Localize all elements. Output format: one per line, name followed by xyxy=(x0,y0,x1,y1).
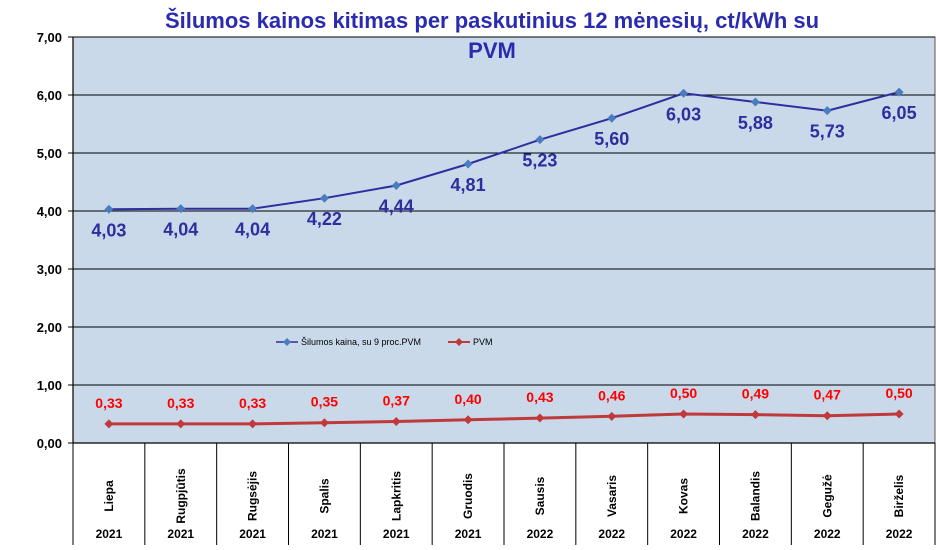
plot-area: 0,00 1,00 2,00 3,00 4,00 5,00 6,00 7,00 Liepa 202… xyxy=(37,30,936,545)
data-point-pvm xyxy=(750,410,760,420)
data-label-main: 4,81 xyxy=(451,175,486,195)
data-label-pvm: 0,43 xyxy=(526,389,553,405)
x-category-label: Liepa xyxy=(102,480,116,512)
data-point-pvm xyxy=(822,411,832,421)
x-year-label: 2022 xyxy=(886,527,913,541)
y-tick-label: 6,00 xyxy=(37,88,62,103)
x-year-label: 2022 xyxy=(742,527,769,541)
legend-marker-pvm xyxy=(455,338,463,346)
y-tick-label: 7,00 xyxy=(37,30,62,45)
data-point-main xyxy=(391,180,401,190)
data-point-pvm xyxy=(319,418,329,428)
y-tick-label: 3,00 xyxy=(37,262,62,277)
x-category-label: Balandis xyxy=(748,471,762,521)
data-point-main xyxy=(894,87,904,97)
data-label-pvm: 0,37 xyxy=(383,393,410,409)
legend-marker-main xyxy=(283,338,291,346)
x-year-label: 2022 xyxy=(670,527,697,541)
y-tick-label: 1,00 xyxy=(37,378,62,393)
data-point-main xyxy=(535,135,545,145)
data-label-main: 4,03 xyxy=(91,220,126,240)
data-label-main: 5,88 xyxy=(738,113,773,133)
x-category-label: Kovas xyxy=(677,478,691,514)
data-label-main: 4,04 xyxy=(235,220,270,240)
data-point-main xyxy=(463,159,473,169)
data-point-main xyxy=(750,97,760,107)
x-category-label: Spalis xyxy=(317,478,331,514)
data-label-main: 4,44 xyxy=(379,196,414,216)
x-year-label: 2022 xyxy=(527,527,554,541)
data-point-main xyxy=(176,204,186,214)
legend-label-main: Šilumos kaina, su 9 proc.PVM xyxy=(301,337,421,347)
x-year-label: 2021 xyxy=(311,527,338,541)
data-point-pvm xyxy=(894,409,904,419)
x-year-label: 2021 xyxy=(455,527,482,541)
chart-title-line2: PVM xyxy=(468,38,516,63)
legend-label-pvm: PVM xyxy=(473,337,493,347)
data-label-main: 6,03 xyxy=(666,104,701,124)
plot-background xyxy=(72,36,936,444)
data-point-main xyxy=(679,88,689,98)
x-category-label: Lapkritis xyxy=(389,471,403,521)
data-point-main xyxy=(607,113,617,123)
x-category-label: Gegužė xyxy=(820,474,834,518)
data-label-main: 5,23 xyxy=(522,151,557,171)
data-point-pvm xyxy=(104,419,114,429)
data-label-main: 6,05 xyxy=(882,103,917,123)
x-category-label: Birželis xyxy=(892,474,906,517)
data-point-main xyxy=(104,204,114,214)
data-label-pvm: 0,49 xyxy=(742,386,769,402)
data-label-pvm: 0,33 xyxy=(95,395,122,411)
data-point-pvm xyxy=(391,417,401,427)
y-tick-label: 2,00 xyxy=(37,320,62,335)
x-category-label: Sausis xyxy=(533,476,547,515)
x-category-label: Rugsėjis xyxy=(246,471,260,521)
data-point-main xyxy=(248,204,258,214)
x-year-label: 2021 xyxy=(383,527,410,541)
data-label-pvm: 0,46 xyxy=(598,387,625,403)
series-line-main xyxy=(108,91,900,211)
y-tick-label: 4,00 xyxy=(37,204,62,219)
data-label-pvm: 0,33 xyxy=(167,395,194,411)
x-year-label: 2021 xyxy=(239,527,266,541)
series-line-pvm xyxy=(108,412,900,426)
y-tick-label: 0,00 xyxy=(37,436,62,451)
x-year-label: 2022 xyxy=(814,527,841,541)
data-label-pvm: 0,40 xyxy=(454,391,481,407)
legend: Šilumos kaina, su 9 proc.PVM PVM xyxy=(276,337,493,347)
x-year-label: 2021 xyxy=(167,527,194,541)
data-label-pvm: 0,47 xyxy=(814,387,841,403)
data-point-main xyxy=(822,106,832,116)
data-point-pvm xyxy=(607,411,617,421)
x-category-label: Vasaris xyxy=(605,475,619,517)
data-label-main: 5,73 xyxy=(810,122,845,142)
data-label-pvm: 0,50 xyxy=(885,385,912,401)
x-year-label: 2021 xyxy=(96,527,123,541)
data-label-pvm: 0,33 xyxy=(239,395,266,411)
data-label-main: 4,22 xyxy=(307,209,342,229)
data-point-pvm xyxy=(176,419,186,429)
chart-title-line1: Šilumos kainos kitimas per paskutinius 1… xyxy=(165,8,819,33)
data-label-pvm: 0,35 xyxy=(311,394,338,410)
data-point-pvm xyxy=(679,409,689,419)
x-year-label: 2022 xyxy=(598,527,625,541)
data-label-main: 4,04 xyxy=(163,220,198,240)
data-point-pvm xyxy=(535,413,545,423)
data-point-pvm xyxy=(248,419,258,429)
data-label-pvm: 0,50 xyxy=(670,385,697,401)
y-tick-label: 5,00 xyxy=(37,146,62,161)
x-category-label: Gruodis xyxy=(461,473,475,519)
data-label-main: 5,60 xyxy=(594,129,629,149)
data-point-main xyxy=(319,193,329,203)
data-point-pvm xyxy=(463,415,473,425)
x-category-label: Rugpjūtis xyxy=(174,468,188,524)
